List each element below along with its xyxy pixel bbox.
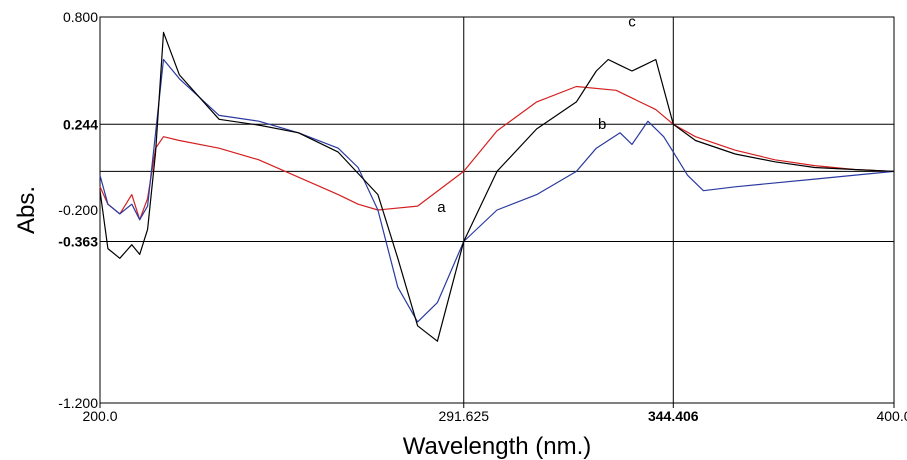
curve-annotations: a b c [437, 14, 636, 216]
y-tick-label: -1.200 [58, 395, 98, 411]
plot-frame [99, 16, 895, 404]
x-tick-label: 291.625 [438, 408, 489, 424]
series-line-b [99, 58, 895, 323]
curve-label-c: c [628, 14, 636, 31]
y-tick-label: 0.800 [63, 9, 98, 25]
x-axis-title: Wavelength (nm.) [403, 433, 592, 460]
x-tick-label: 200.0 [82, 408, 117, 424]
y-axis-title: Abs. [13, 186, 40, 234]
series-line-a [99, 85, 895, 221]
curve-label-a: a [437, 199, 446, 216]
reference-lines [100, 17, 894, 403]
curve-label-b: b [598, 116, 606, 133]
y-tick-label: -0.200 [58, 202, 98, 218]
y-tick-label: -0.363 [58, 233, 98, 249]
series-line-c [99, 31, 895, 342]
x-tick-labels: 200.0 291.625 344.406 400.0 [82, 403, 907, 424]
x-tick-label: 344.406 [648, 408, 699, 424]
y-tick-labels: 0.800 0.244 -0.200 -0.363 -1.200 [58, 9, 98, 411]
x-tick-label: 400.0 [876, 408, 907, 424]
y-tick-label: 0.244 [63, 116, 98, 132]
series-group [99, 31, 895, 342]
